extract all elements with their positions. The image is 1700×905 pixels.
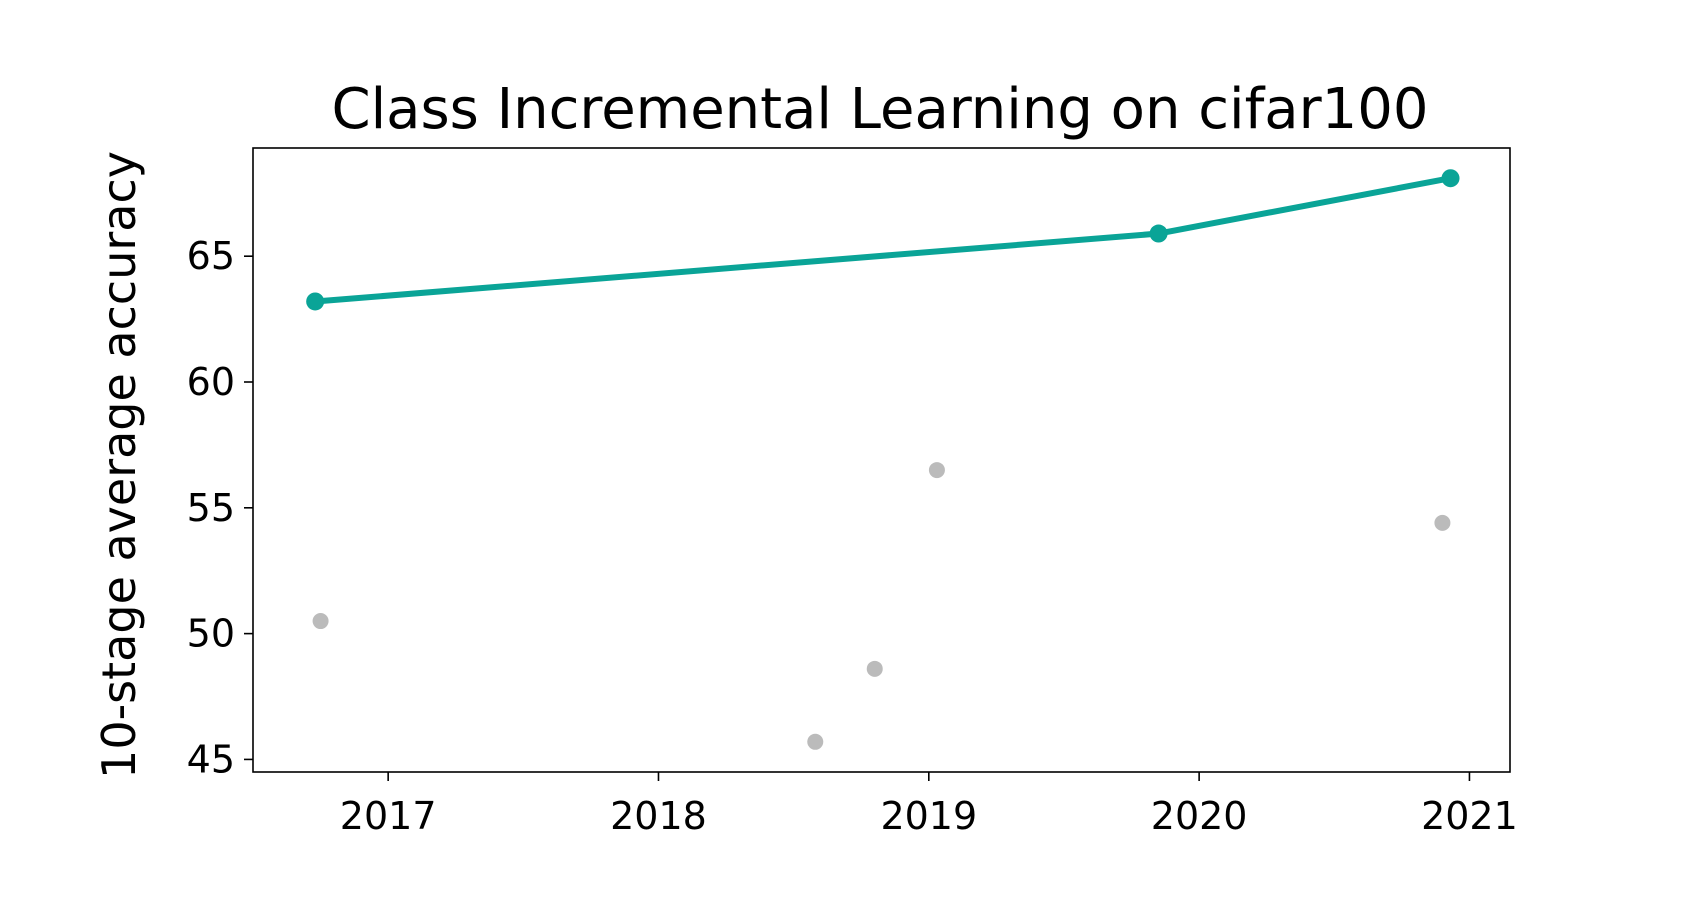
plot-area: 2017 2018 2019 2020 2021 45 50 55 60 65	[187, 147, 1518, 838]
scatter-point	[312, 613, 329, 630]
y-tick-label: 45	[187, 737, 235, 781]
x-tick-label: 2017	[340, 794, 437, 838]
y-axis-label: 10-stage average accuracy	[92, 151, 146, 779]
y-tick-label: 65	[187, 234, 235, 278]
frontier-point	[1441, 169, 1460, 188]
x-tick-label: 2020	[1151, 794, 1248, 838]
scatter-point	[1434, 514, 1451, 531]
x-tick-label: 2018	[610, 794, 707, 838]
frontier-line	[312, 175, 1454, 305]
y-tick-label: 50	[187, 612, 235, 656]
scatter-point	[866, 660, 883, 677]
plot-frame	[252, 147, 1511, 773]
y-tick-label: 55	[187, 486, 235, 530]
x-tick-label: 2019	[880, 794, 977, 838]
frontier-point	[306, 292, 325, 311]
scatter-point	[928, 462, 945, 479]
frontier-point	[1149, 224, 1168, 243]
y-tick-label: 60	[187, 360, 235, 404]
chart-title: Class Incremental Learning on cifar100	[331, 77, 1428, 142]
x-tick-label: 2021	[1421, 794, 1518, 838]
scatter-point	[807, 733, 824, 750]
